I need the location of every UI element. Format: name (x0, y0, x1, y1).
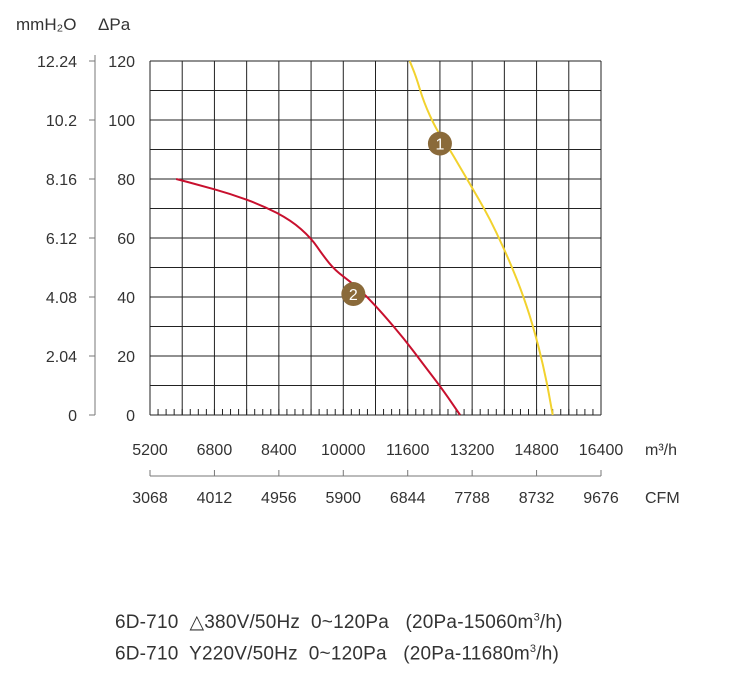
x-tick-label-cfm: 6844 (390, 490, 426, 507)
legend-tail-2: /h) (536, 643, 560, 665)
legend-tail-1: /h) (539, 612, 563, 633)
y-tick-label-mmh2o: 6.12 (46, 231, 77, 248)
legend-spec-2: Y220V/50Hz 0~120Pa (189, 643, 387, 665)
x-tick-label-cfm: 9676 (583, 490, 619, 507)
curve-marker-label-2: 2 (349, 287, 358, 304)
x-tick-label-m3h: 14800 (514, 442, 559, 459)
x-tick-label-cfm: 7788 (454, 490, 490, 507)
x-tick-label-cfm: 8732 (519, 490, 555, 507)
curve-marker-1 (427, 131, 452, 156)
y-tick-label-pa: 60 (117, 231, 135, 248)
curve-1 (408, 60, 554, 416)
curve-markers: 12 (341, 131, 452, 307)
x-tick-label-m3h: 5200 (132, 442, 168, 459)
legend-model-2: 6D-710 (114, 643, 179, 665)
y-tick-label-mmh2o: 2.04 (46, 349, 77, 366)
x-tick-label-m3h: 10000 (321, 442, 366, 459)
x-tick-label-m3h: 11600 (386, 442, 429, 459)
legend-sup-2: 3 (529, 643, 537, 655)
legend-range-1: (20Pa-15060m (405, 612, 534, 633)
y-tick-label-pa: 40 (117, 290, 135, 307)
y-tick-label-pa: 100 (108, 113, 135, 130)
legend-model-1: 6D-710 (114, 612, 179, 633)
x-unit-m3h: m³/h (645, 442, 677, 459)
x-tick-label-cfm: 5900 (325, 490, 361, 507)
x-tick-label-cfm: 4956 (261, 490, 297, 507)
x-tick-label-cfm: 4012 (197, 490, 233, 507)
y-tick-label-pa: 0 (126, 408, 135, 425)
y-tick-label-mmh2o: 0 (68, 408, 77, 425)
y-tick-label-pa: 120 (108, 54, 135, 71)
curves (175, 60, 554, 416)
x-tick-label-m3h: 16400 (579, 442, 624, 459)
legend-line-1: 6D-710 △380V/50Hz 0~120Pa (20Pa-15060m3/… (104, 589, 563, 634)
x-tick-label-m3h: 6800 (197, 442, 233, 459)
legend-sup-1: 3 (533, 611, 540, 624)
left-axis-title: mmH₂O (16, 15, 76, 34)
y-tick-label-mmh2o: 4.08 (46, 290, 77, 307)
y-tick-label-mmh2o: 10.2 (46, 113, 77, 130)
curve-marker-2 (341, 282, 366, 307)
y-tick-label-pa: 20 (117, 349, 135, 366)
curve-marker-label-1: 1 (435, 137, 444, 154)
y-tick-label-pa: 80 (117, 172, 135, 189)
legend-line-2: 6D-710 Y220V/50Hz 0~120Pa (20Pa-11680m3/… (104, 621, 559, 665)
curve-2 (175, 178, 461, 416)
y-tick-label-mmh2o: 8.16 (46, 172, 77, 189)
x-tick-label-m3h: 8400 (261, 442, 297, 459)
x-tick-label-m3h: 13200 (450, 442, 495, 459)
y-tick-label-mmh2o: 12.24 (37, 54, 77, 71)
x-tick-label-cfm: 3068 (132, 490, 168, 507)
x-unit-cfm: CFM (645, 490, 680, 507)
legend-spec-1: △380V/50Hz 0~120Pa (189, 612, 390, 633)
legend-range-2: (20Pa-11680m (403, 643, 530, 665)
plot-grid (149, 60, 602, 416)
right-axis-title: ΔPa (98, 15, 131, 34)
axes: 0 0 20 2.04 40 4.08 60 6.12 80 8.16 100 10.2 120 12.2… (37, 54, 680, 507)
